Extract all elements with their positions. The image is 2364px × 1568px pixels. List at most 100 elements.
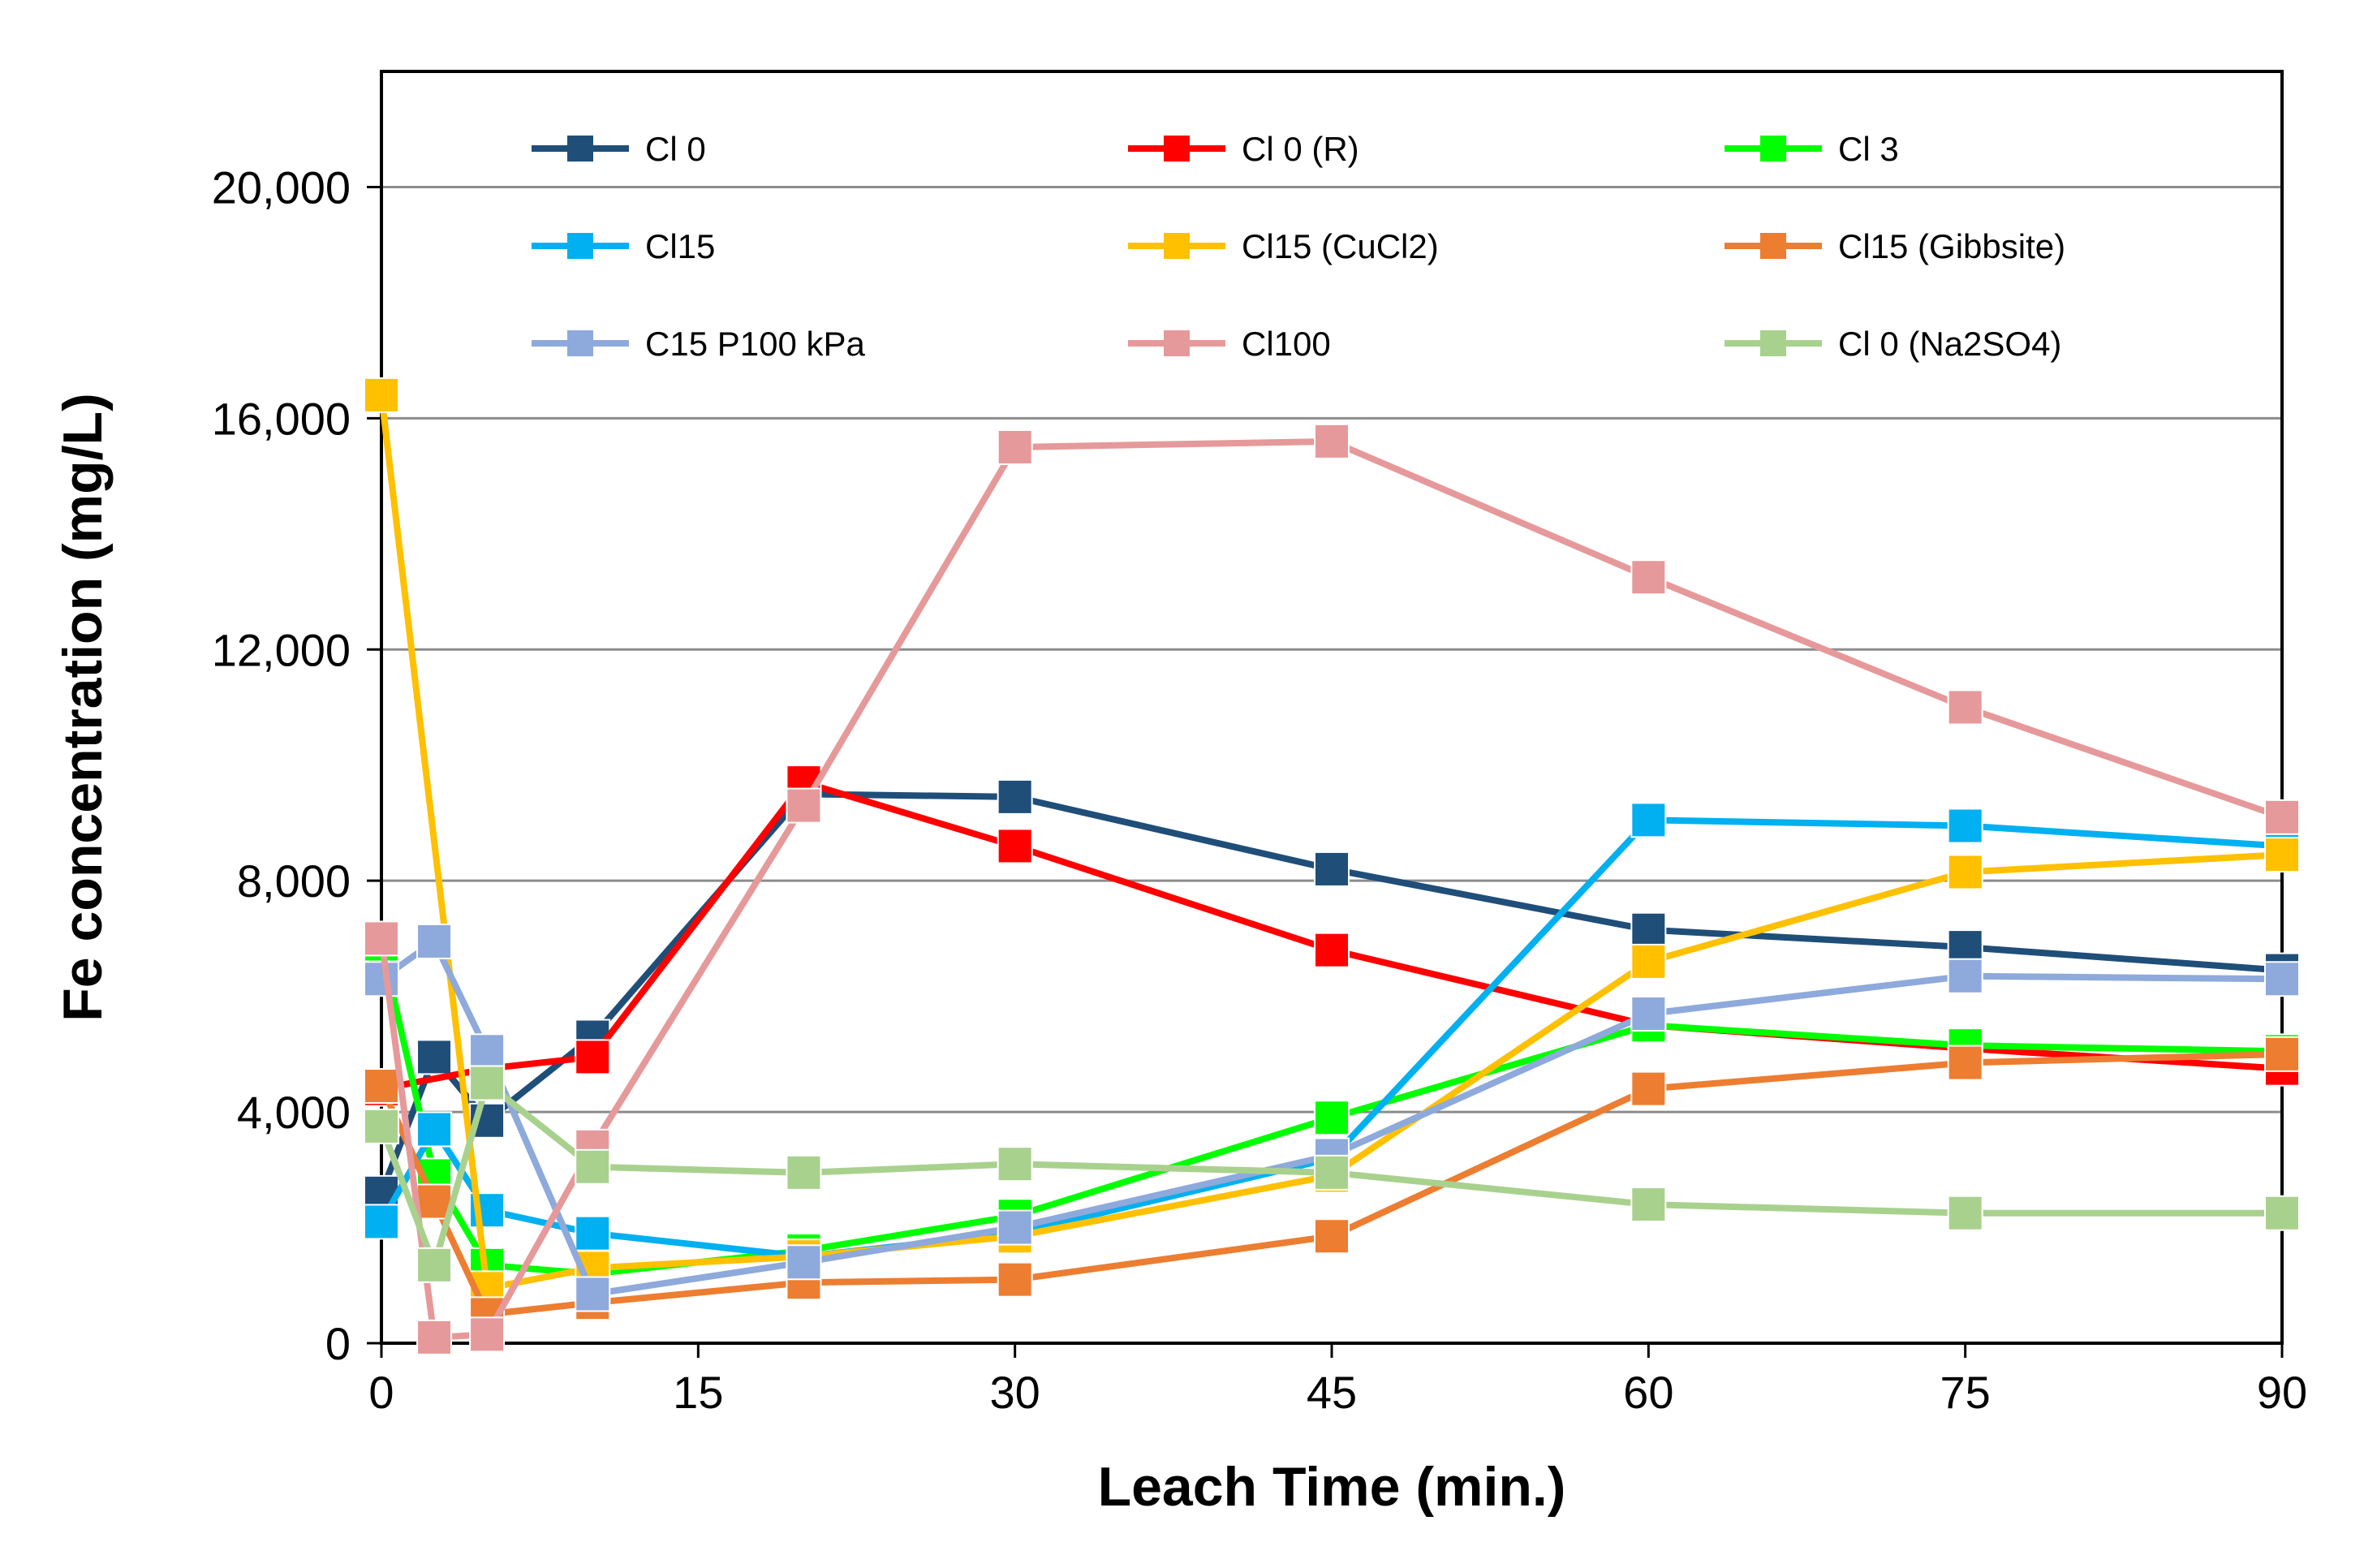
data-point [1630,559,1667,596]
data-point [1314,851,1350,887]
legend-entry: Cl100 [1128,325,1331,363]
data-point [1314,423,1350,459]
legend-entry: Cl15 (CuCl2) [1128,227,1439,265]
data-point [1314,1154,1350,1191]
data-point [997,828,1033,864]
data-point [997,778,1033,815]
series-line [378,1050,2283,1318]
legend-entry: C15 P100 kPa [532,325,865,363]
legend-marker [1760,136,1786,162]
data-point [575,1215,611,1251]
data-series [364,377,2300,1355]
legend-entry: Cl 0 (Na2SO4) [1725,325,2061,363]
data-point [469,1316,506,1353]
data-point [364,377,399,413]
y-tick-label: 4,000 [237,1087,351,1138]
legend-marker [1164,233,1190,259]
series-line [379,937,2283,1298]
data-point [1947,854,1983,890]
series-line [378,943,2283,1277]
data-point [1630,1070,1667,1107]
data-point [1947,1195,1983,1231]
x-tick-label: 45 [1307,1367,1357,1418]
data-point [364,920,399,957]
data-point [786,787,822,824]
series-cl15-gibbsite- [364,1036,2300,1333]
y-tick-label: 12,000 [212,624,351,675]
legend-label: Cl 0 (R) [1242,130,1359,168]
series-cl100 [364,423,2300,1355]
data-point [997,429,1033,465]
x-tick-label: 90 [2257,1367,2307,1418]
data-point [1947,1045,1983,1081]
y-tick-label: 20,000 [212,162,351,213]
series-line [378,437,2284,1341]
legend-marker [1760,330,1786,356]
data-point [997,1146,1033,1182]
x-tick-label: 30 [990,1367,1040,1418]
legend-marker [567,233,593,259]
data-point [2264,837,2300,873]
data-point [997,1209,1033,1246]
legend-marker [1760,233,1786,259]
legend-entry: Cl 0 [532,130,706,168]
data-point [786,1244,822,1281]
data-point [1314,1100,1350,1136]
data-point [416,923,453,959]
legend-marker [1164,136,1190,162]
legend-marker [567,330,593,356]
data-point [416,1111,453,1148]
legend-entry: Cl 3 [1725,130,1899,168]
axis-ticks: 0 4,000 8,000 12,000 16,000 20,000 0 15 30 45 60 75… [212,162,2307,1418]
x-tick-label: 15 [673,1367,723,1418]
data-point [1630,996,1667,1032]
data-point [364,1108,399,1144]
data-point [2264,799,2300,835]
data-point [1314,1218,1350,1255]
series-cl-0-na2so4- [364,1065,2300,1283]
data-point [575,1039,611,1075]
legend-label: Cl 3 [1838,130,1899,168]
legend: Cl 0 Cl 0 (R) Cl 3 Cl15 Cl15 (CuCl2) Cl15 (Gi… [532,130,2065,363]
y-tick-label: 8,000 [237,855,351,907]
legend-label: Cl 0 (Na2SO4) [1838,325,2061,363]
legend-label: C15 P100 kPa [645,325,865,363]
y-tick-label: 0 [325,1318,351,1369]
legend-label: Cl15 [645,227,715,265]
data-point [416,1039,453,1075]
data-point [364,1068,399,1105]
data-point [1630,1187,1667,1223]
legend-entry: Cl15 (Gibbsite) [1725,227,2065,265]
data-point [1947,808,1983,844]
x-tick-label: 75 [1940,1367,1991,1418]
data-point [786,1154,822,1191]
legend-entry: Cl15 [532,227,715,265]
data-point [997,1261,1033,1298]
legend-marker [567,136,593,162]
data-point [575,1148,611,1185]
legend-label: Cl 0 [645,130,706,168]
data-point [469,1065,506,1101]
series-c15-p100-kpa [364,923,2300,1312]
legend-label: Cl100 [1242,325,1331,363]
y-tick-label: 16,000 [212,393,351,444]
legend-entry: Cl 0 (R) [1128,130,1359,168]
data-point [364,1204,399,1240]
data-point [1630,802,1667,838]
data-point [1630,943,1667,980]
x-tick-label: 60 [1623,1367,1673,1418]
data-point [1314,932,1350,968]
data-point [1947,958,1983,994]
data-point [1630,911,1667,948]
data-point [2264,961,2300,997]
data-point [469,1033,506,1070]
data-point [2264,1195,2300,1231]
data-point [1947,689,1983,726]
data-point [2264,1036,2300,1072]
series-line [378,1079,2282,1269]
legend-label: Cl15 (Gibbsite) [1838,227,2065,265]
data-point [416,1319,453,1355]
y-axis-title: Fe concentration (mg/L) [52,393,114,1021]
